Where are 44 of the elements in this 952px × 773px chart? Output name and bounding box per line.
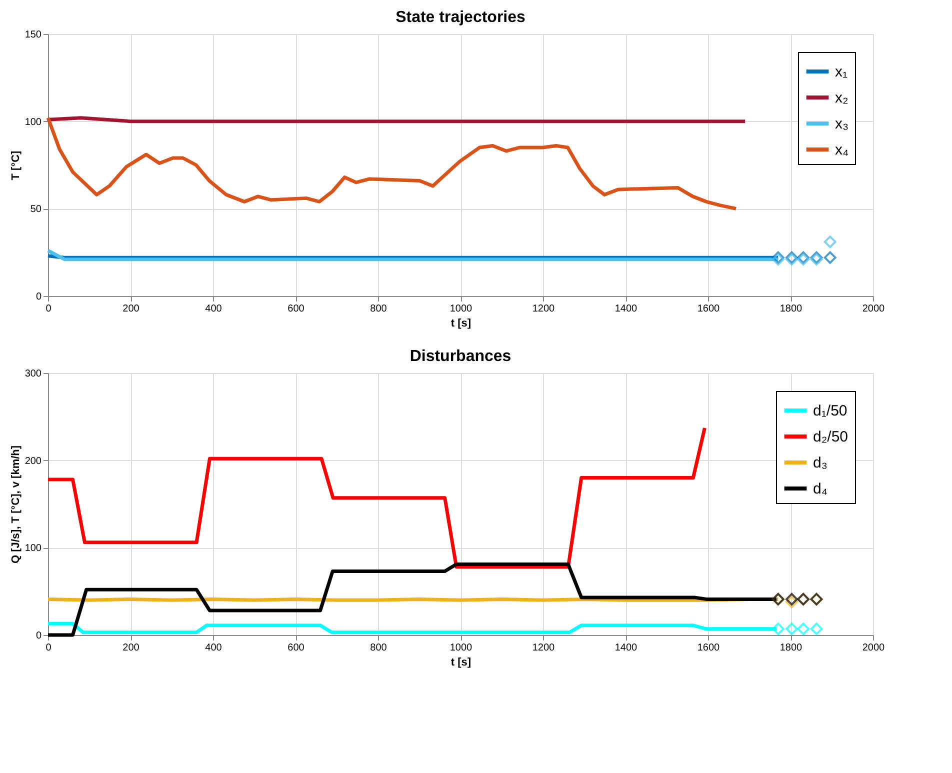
- legend-label: x₄: [835, 142, 849, 158]
- x-tick-label: 400: [205, 642, 222, 654]
- x-tick-label: 1800: [780, 642, 803, 654]
- legend-label: x₁: [835, 64, 848, 80]
- y-axis-title: T [°C]: [10, 150, 22, 180]
- y-tick-label: 150: [24, 30, 42, 40]
- y-axis-title: Q [J/s], T [°C], v [km/h]: [10, 445, 22, 564]
- legend-label: d₄: [813, 480, 828, 498]
- x-tick-label: 1400: [614, 642, 638, 654]
- x-tick-label: 800: [370, 642, 388, 654]
- y-tick-label: 50: [30, 204, 42, 216]
- x-tick-label: 600: [288, 642, 305, 654]
- x-tick-label: 1200: [532, 304, 556, 314]
- x-tick-label: 1200: [532, 642, 556, 654]
- y-tick-label: 100: [24, 543, 42, 554]
- x-axis-title: t [s]: [450, 656, 472, 668]
- x-tick-label: 1000: [450, 642, 473, 654]
- x-tick-label: 600: [288, 304, 305, 314]
- y-tick-label: 300: [24, 368, 42, 380]
- x-tick-label: 400: [205, 304, 222, 314]
- x-tick-label: 200: [122, 642, 140, 654]
- legend-label: d₃: [813, 454, 828, 472]
- y-tick-label: 100: [24, 116, 42, 128]
- legend-label: d₁/50: [813, 402, 848, 420]
- x-tick-label: 800: [370, 304, 388, 314]
- x-tick-label: 1600: [697, 304, 720, 314]
- legend-label: x₃: [835, 116, 849, 132]
- x-tick-label: 200: [122, 304, 140, 314]
- x-tick-label: 1000: [450, 304, 473, 314]
- x-tick-label: 1600: [697, 642, 720, 654]
- x-tick-label: 2000: [862, 642, 886, 654]
- legend-label: d₂/50: [813, 428, 848, 446]
- x-axis-title: t [s]: [450, 318, 472, 330]
- x-tick-label: 0: [46, 642, 52, 654]
- x-tick-label: 1800: [780, 304, 803, 314]
- y-tick-label: 0: [36, 292, 42, 302]
- legend-label: x₂: [835, 90, 848, 106]
- x-tick-label: 0: [46, 304, 52, 314]
- y-tick-label: 200: [24, 456, 42, 467]
- y-tick-label: 0: [36, 630, 42, 642]
- chart-title: Disturbances: [410, 348, 512, 365]
- x-tick-label: 2000: [862, 304, 886, 314]
- x-tick-label: 1400: [614, 304, 638, 314]
- chart-title: State trajectories: [396, 9, 526, 26]
